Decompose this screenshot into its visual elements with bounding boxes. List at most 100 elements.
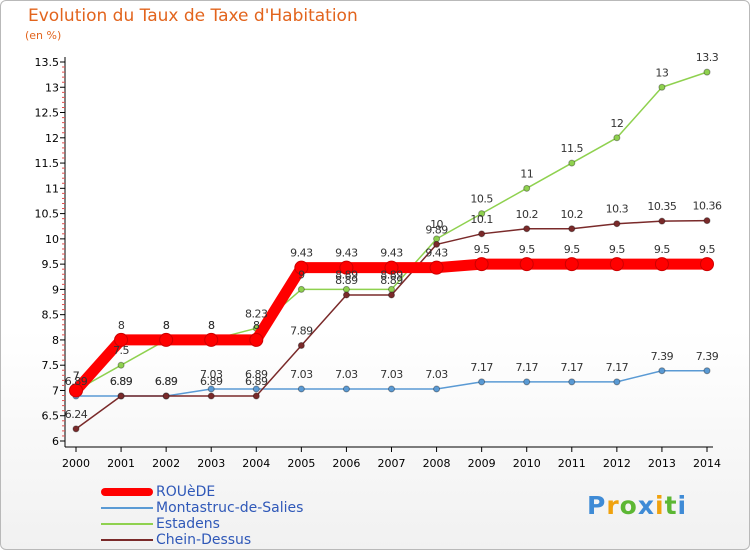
data-point-chein-dessus bbox=[478, 230, 486, 238]
data-label-estadens: 9 bbox=[298, 268, 305, 281]
data-label-estadens: 8.89 bbox=[335, 268, 358, 281]
x-tick-label: 2006 bbox=[332, 457, 360, 470]
data-label-montastruc-de-salies: 6.89 bbox=[65, 375, 88, 388]
data-label-rou-de: 8 bbox=[253, 319, 260, 332]
data-point-chein-dessus bbox=[72, 425, 80, 433]
data-point-estadens bbox=[703, 68, 711, 76]
logo-letter: i bbox=[655, 491, 665, 520]
data-point-rou-de bbox=[114, 332, 129, 347]
y-tick-label: 6 bbox=[52, 435, 59, 448]
data-label-estadens: 10.5 bbox=[470, 193, 493, 206]
data-label-estadens: 8 bbox=[163, 319, 170, 332]
data-point-estadens bbox=[117, 361, 125, 369]
x-tick-label: 2014 bbox=[693, 457, 721, 470]
data-label-rou-de: 8 bbox=[163, 319, 170, 332]
data-point-estadens bbox=[297, 285, 305, 293]
data-label-montastruc-de-salies: 6.89 bbox=[155, 375, 178, 388]
data-label-estadens: 12 bbox=[610, 117, 623, 130]
data-label-rou-de: 9.43 bbox=[380, 247, 403, 260]
x-tick-label: 2005 bbox=[287, 457, 315, 470]
legend-label-chein-dessus: Chein-Dessus bbox=[156, 532, 252, 548]
data-point-rou-de bbox=[339, 260, 354, 275]
data-label-rou-de: 9.5 bbox=[699, 243, 715, 256]
data-point-chein-dessus bbox=[658, 217, 666, 225]
data-label-rou-de: 8 bbox=[208, 319, 215, 332]
data-label-montastruc-de-salies: 7.03 bbox=[335, 368, 358, 381]
legend-swatch-chein-dessus bbox=[101, 539, 153, 541]
data-label-estadens: 8.23 bbox=[245, 307, 268, 320]
legend-label-rouede: ROUèDE bbox=[156, 484, 216, 500]
data-point-estadens bbox=[478, 210, 486, 218]
data-point-rou-de bbox=[384, 260, 399, 275]
data-label-chein-dessus: 6.89 bbox=[155, 375, 178, 388]
data-label-rou-de: 7 bbox=[73, 369, 80, 382]
data-point-rou-de bbox=[564, 257, 579, 272]
data-label-rou-de: 8 bbox=[118, 319, 125, 332]
data-point-montastruc-de-salies bbox=[433, 385, 441, 393]
data-point-montastruc-de-salies bbox=[478, 378, 486, 386]
data-point-estadens bbox=[568, 159, 576, 167]
data-point-rou-de bbox=[204, 332, 219, 347]
y-tick-label: 13.5 bbox=[35, 56, 60, 69]
data-label-estadens: 7 bbox=[73, 369, 80, 382]
data-point-montastruc-de-salies bbox=[523, 378, 531, 386]
data-label-estadens: 11.5 bbox=[561, 142, 584, 155]
data-point-chein-dessus bbox=[342, 291, 350, 299]
x-tick-label: 2001 bbox=[107, 457, 135, 470]
data-point-chein-dessus bbox=[523, 225, 531, 233]
x-tick-label: 2008 bbox=[423, 457, 451, 470]
data-point-montastruc-de-salies bbox=[703, 367, 711, 375]
data-label-chein-dessus: 10.2 bbox=[561, 208, 584, 221]
data-label-rou-de: 9.5 bbox=[654, 243, 670, 256]
data-label-montastruc-de-salies: 7.03 bbox=[200, 368, 223, 381]
x-tick-label: 2000 bbox=[62, 457, 90, 470]
y-tick-label: 11.5 bbox=[35, 157, 60, 170]
logo-letter: o bbox=[619, 491, 638, 520]
data-label-estadens: 8 bbox=[208, 319, 215, 332]
y-tick-label: 10 bbox=[45, 233, 59, 246]
data-point-chein-dessus bbox=[207, 392, 215, 400]
data-point-estadens bbox=[658, 83, 666, 91]
data-label-chein-dessus: 6.89 bbox=[245, 375, 268, 388]
legend-label-montastruc: Montastruc-de-Salies bbox=[156, 500, 304, 516]
x-tick-label: 2010 bbox=[513, 457, 541, 470]
data-label-montastruc-de-salies: 7.03 bbox=[380, 368, 403, 381]
data-point-rou-de bbox=[69, 383, 83, 398]
data-label-rou-de: 9.5 bbox=[564, 243, 580, 256]
data-point-chein-dessus bbox=[162, 392, 170, 400]
y-tick-label: 8.5 bbox=[42, 309, 60, 322]
data-label-chein-dessus: 6.24 bbox=[65, 408, 88, 421]
data-label-chein-dessus: 6.89 bbox=[110, 375, 133, 388]
data-point-chein-dessus bbox=[297, 341, 305, 349]
data-label-chein-dessus: 10.35 bbox=[647, 200, 676, 213]
data-point-rou-de bbox=[159, 332, 174, 347]
data-label-montastruc-de-salies: 7.17 bbox=[606, 361, 629, 374]
data-point-chein-dessus bbox=[117, 392, 125, 400]
y-tick-label: 9 bbox=[52, 283, 59, 296]
data-label-estadens: 11 bbox=[520, 167, 533, 180]
data-label-montastruc-de-salies: 7.39 bbox=[696, 350, 719, 363]
data-point-montastruc-de-salies bbox=[297, 385, 305, 393]
data-label-chein-dessus: 10.2 bbox=[515, 208, 538, 221]
logo-letter: P bbox=[587, 491, 607, 520]
data-point-rou-de bbox=[294, 260, 309, 275]
data-point-chein-dessus bbox=[252, 392, 260, 400]
data-label-rou-de: 9.5 bbox=[474, 243, 490, 256]
logo-letter: x bbox=[637, 491, 655, 520]
y-tick-label: 6.5 bbox=[42, 410, 60, 423]
data-label-montastruc-de-salies: 7.03 bbox=[425, 368, 448, 381]
legend-label-estadens: Estadens bbox=[156, 516, 220, 532]
data-point-chein-dessus bbox=[568, 225, 576, 233]
data-point-chein-dessus bbox=[433, 240, 441, 248]
data-label-estadens: 13 bbox=[655, 66, 668, 79]
y-tick-label: 8 bbox=[52, 334, 59, 347]
data-point-chein-dessus bbox=[613, 220, 621, 228]
y-tick-label: 11 bbox=[45, 182, 59, 195]
data-label-chein-dessus: 10.36 bbox=[693, 200, 722, 213]
data-point-montastruc-de-salies bbox=[658, 367, 666, 375]
data-point-rou-de bbox=[474, 257, 489, 272]
data-label-chein-dessus: 10.1 bbox=[470, 213, 493, 226]
data-label-estadens: 10 bbox=[430, 218, 443, 231]
data-label-montastruc-de-salies: 6.89 bbox=[245, 368, 268, 381]
